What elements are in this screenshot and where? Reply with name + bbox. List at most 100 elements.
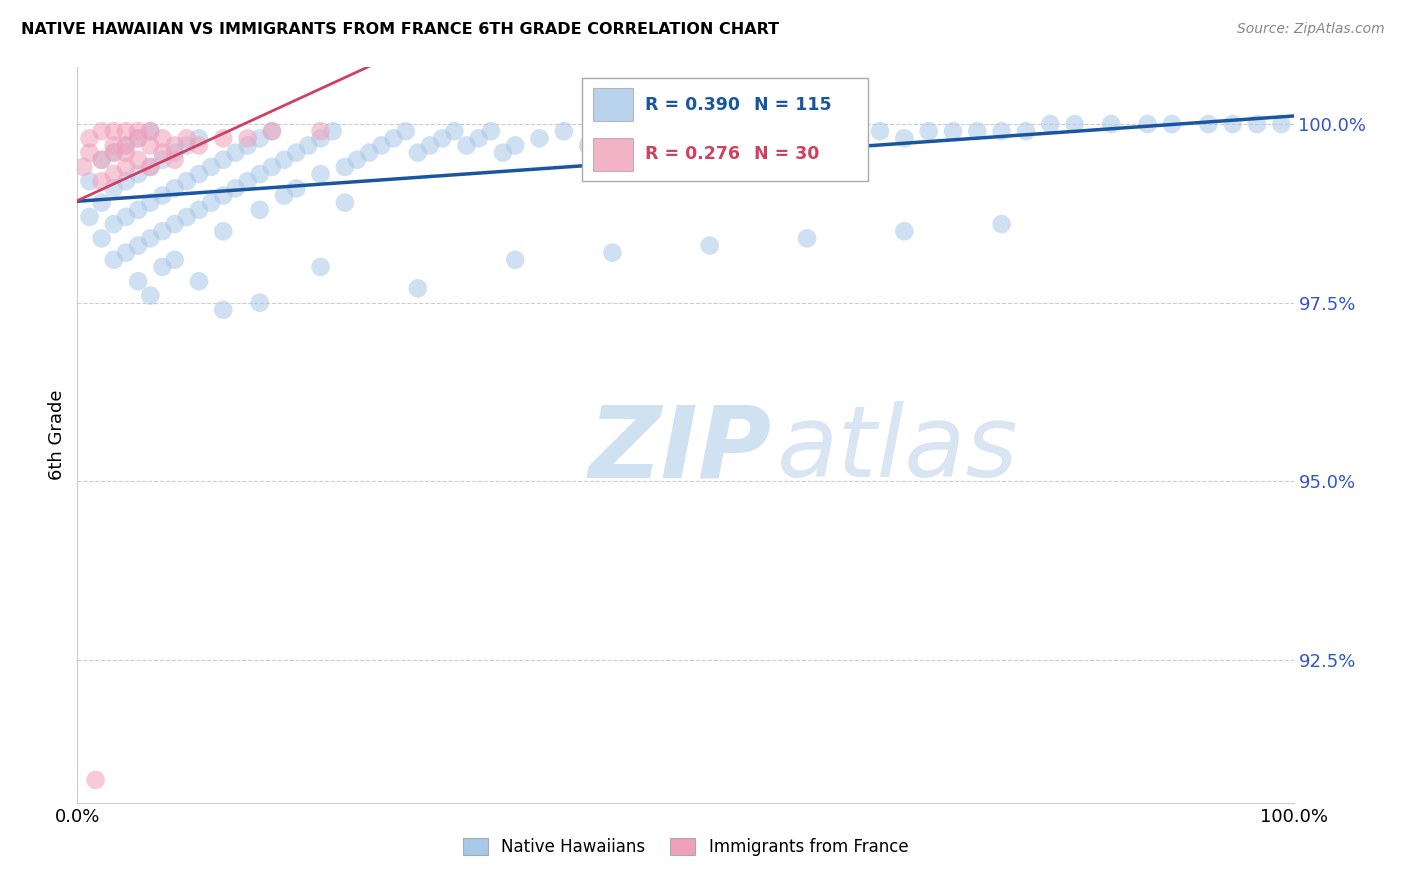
Point [163,138,186,153]
Point [103,181,125,195]
Point [1063,117,1085,131]
Point [309,260,332,274]
Point [127,167,149,181]
Point [103,124,125,138]
Point [273,153,295,167]
Point [103,145,125,160]
Text: atlas: atlas [776,401,1018,498]
Point [845,124,868,138]
Point [139,160,162,174]
Point [1161,117,1184,131]
Point [249,295,271,310]
Point [503,138,526,153]
Point [127,274,149,288]
Point [918,124,941,138]
Point [285,181,308,195]
Point [152,188,174,202]
Point [249,131,271,145]
Point [79,145,101,160]
Point [139,288,162,302]
Point [127,131,149,145]
Point [90,174,112,188]
Point [260,160,283,174]
Point [249,167,271,181]
Point [1246,117,1268,131]
Point [163,217,186,231]
Point [115,138,138,153]
Point [212,153,235,167]
Y-axis label: 6th Grade: 6th Grade [48,390,66,480]
Point [869,124,891,138]
Point [820,124,842,138]
Point [492,145,515,160]
Point [966,124,988,138]
Point [152,131,174,145]
Point [285,145,308,160]
Point [236,138,259,153]
Point [359,145,381,160]
Point [212,302,235,317]
Point [176,210,198,224]
Point [395,124,418,138]
Point [79,131,101,145]
Point [139,231,162,245]
Point [212,188,235,202]
Point [200,195,222,210]
Point [115,174,138,188]
Point [529,131,551,145]
Point [176,131,198,145]
Point [90,195,112,210]
Point [322,124,344,138]
Point [309,167,332,181]
Point [127,124,149,138]
Point [990,124,1012,138]
Point [1099,117,1122,131]
Point [79,210,101,224]
Point [224,145,246,160]
Point [406,145,429,160]
Point [735,124,758,138]
Point [796,124,818,138]
Point [406,281,429,295]
Point [139,124,162,138]
Point [602,245,624,260]
Text: NATIVE HAWAIIAN VS IMMIGRANTS FROM FRANCE 6TH GRADE CORRELATION CHART: NATIVE HAWAIIAN VS IMMIGRANTS FROM FRANC… [21,22,779,37]
Point [115,124,138,138]
Point [127,238,149,252]
Point [333,160,356,174]
Point [163,252,186,267]
Point [176,174,198,188]
Point [430,131,453,145]
Point [103,138,125,153]
Point [127,202,149,217]
Point [990,217,1012,231]
Point [1039,117,1062,131]
Point [467,131,489,145]
Point [115,245,138,260]
Point [699,131,721,145]
Point [1197,117,1219,131]
Point [553,124,575,138]
Point [103,217,125,231]
Point [188,167,211,181]
Point [1270,117,1292,131]
Point [115,138,138,153]
Point [188,274,211,288]
Point [84,772,107,787]
Point [103,145,125,160]
Point [942,124,965,138]
Point [79,174,101,188]
Point [139,124,162,138]
Point [176,138,198,153]
Point [212,224,235,238]
Point [103,252,125,267]
Point [115,210,138,224]
Point [90,124,112,138]
Point [163,145,186,160]
Point [139,160,162,174]
Point [127,131,149,145]
Point [200,160,222,174]
Point [152,153,174,167]
Point [249,202,271,217]
Point [1222,117,1244,131]
